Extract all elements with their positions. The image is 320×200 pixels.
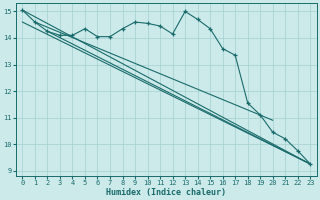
X-axis label: Humidex (Indice chaleur): Humidex (Indice chaleur) bbox=[106, 188, 226, 197]
